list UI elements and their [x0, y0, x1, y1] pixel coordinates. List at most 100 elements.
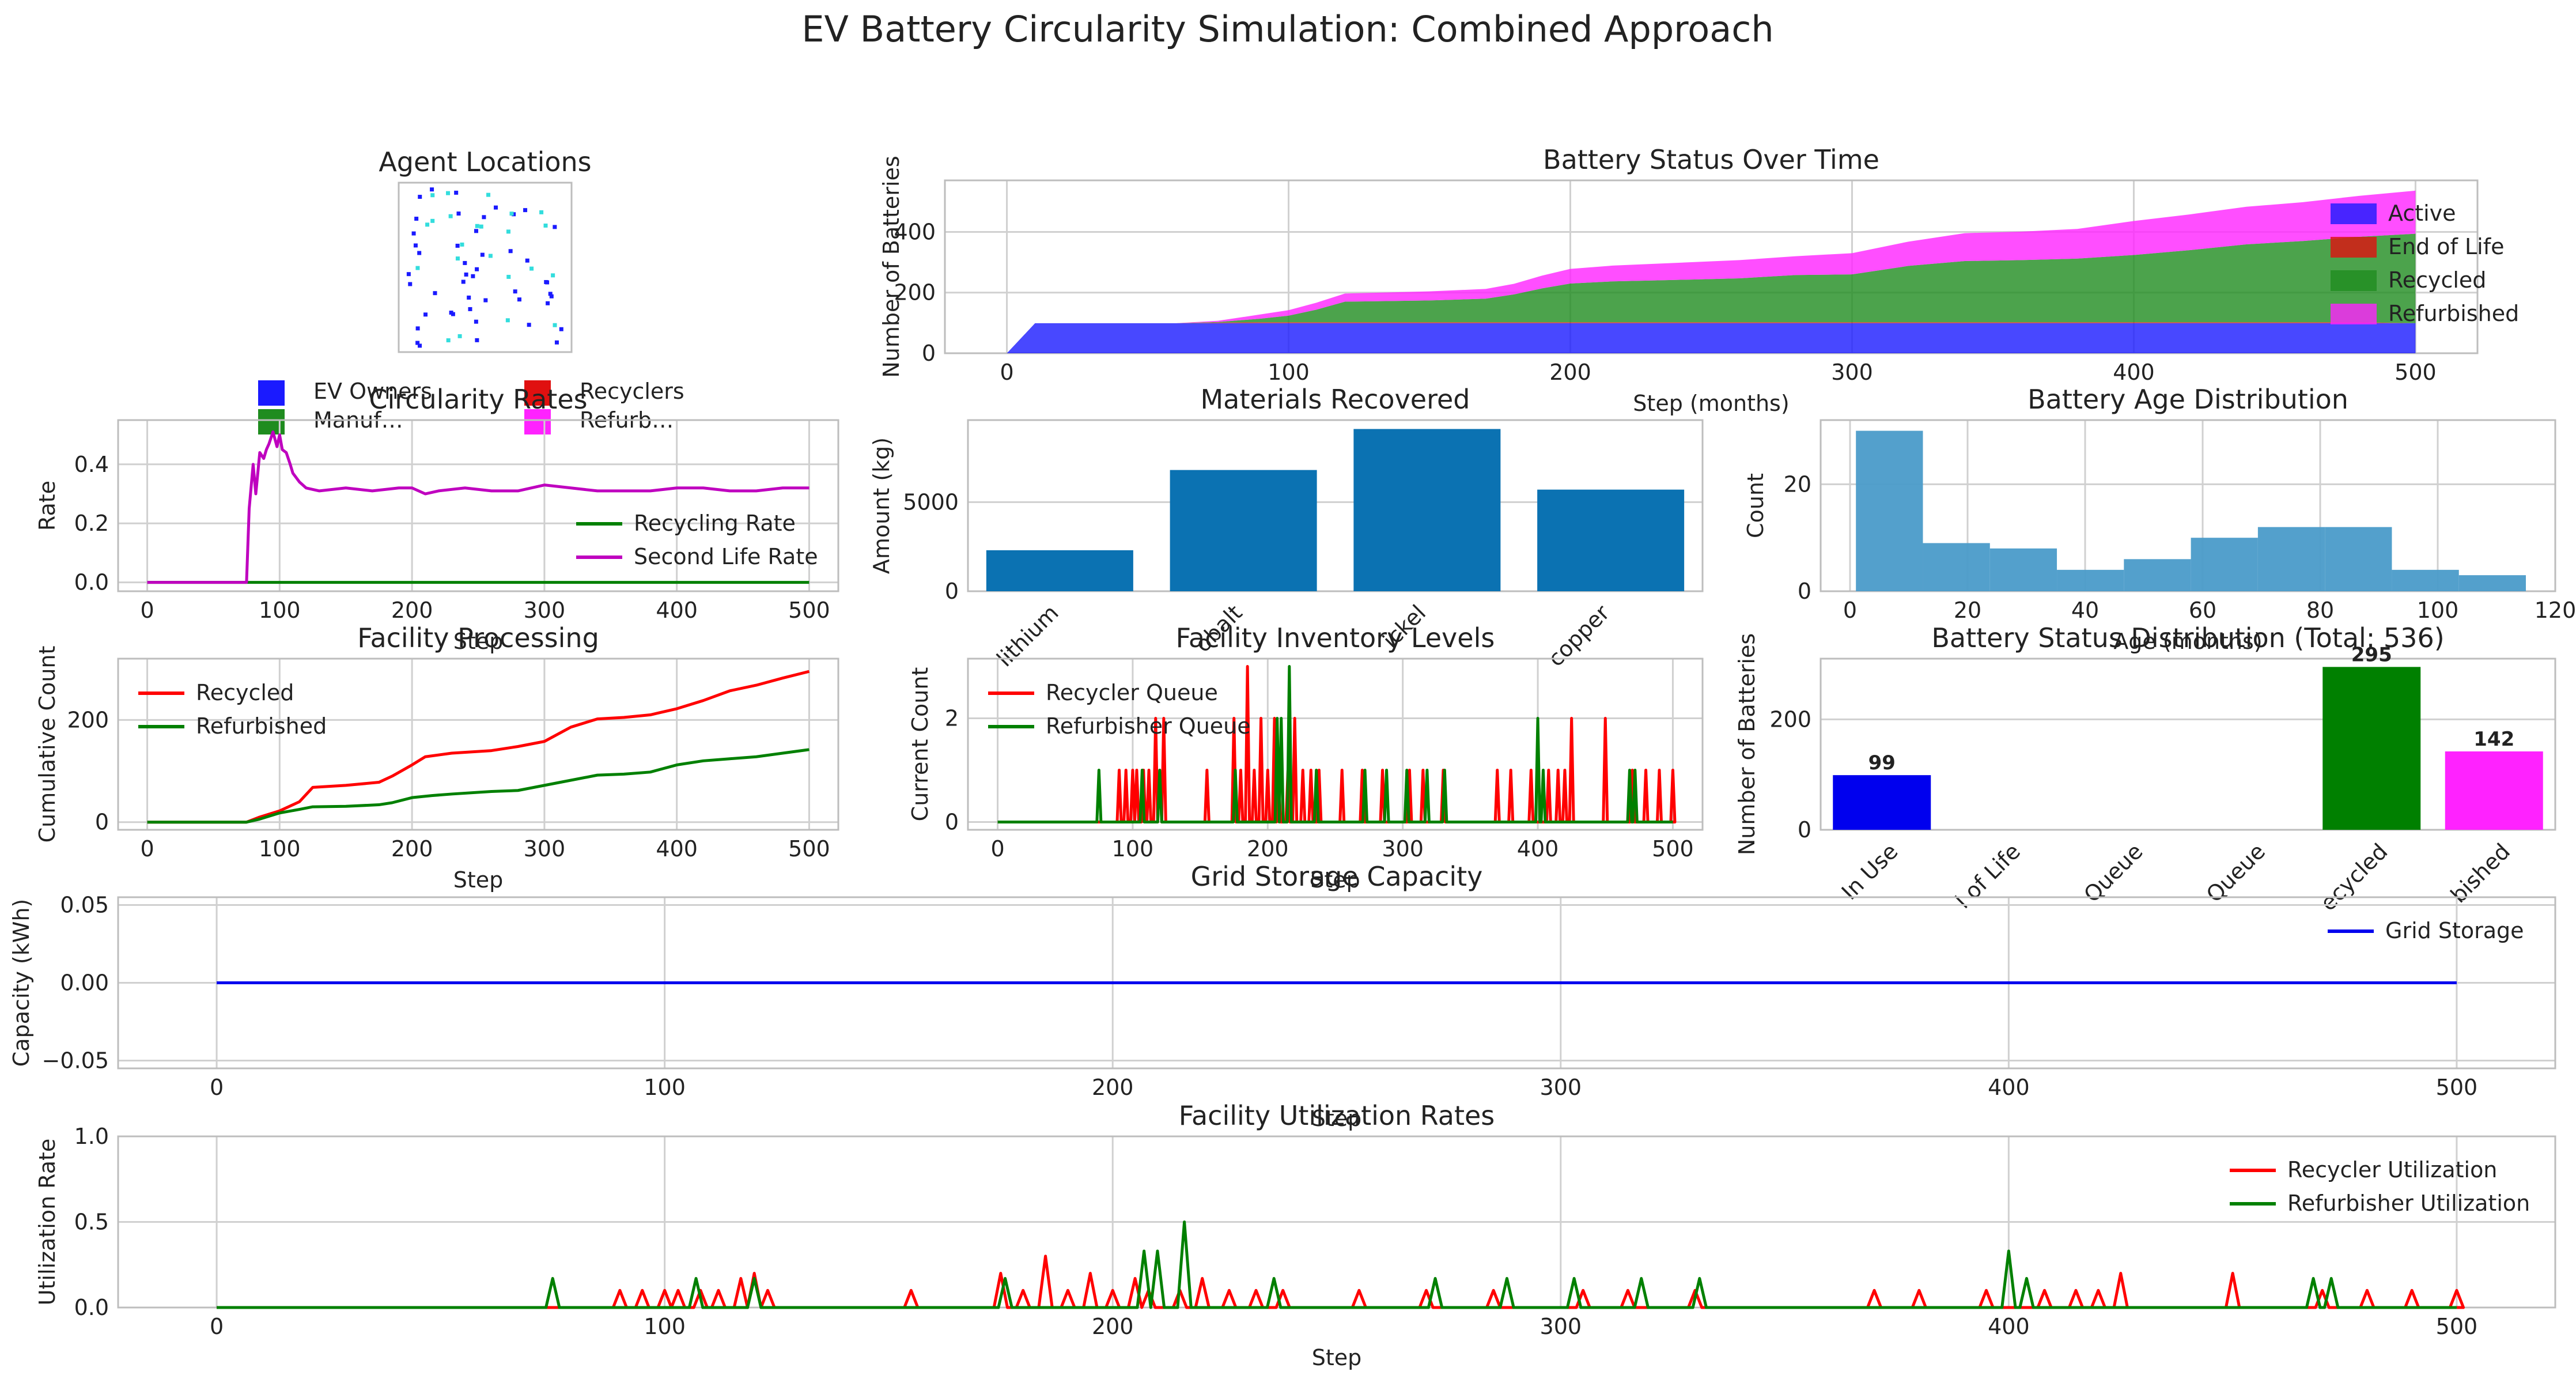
series-line-second-life-rate [147, 430, 810, 584]
y-axis-label: Rate [35, 481, 60, 531]
x-tick-label: 200 [1092, 1075, 1134, 1100]
x-tick-label: 400 [656, 598, 698, 623]
y-tick-label: 0 [945, 579, 959, 604]
x-tick-label: 100 [644, 1075, 686, 1100]
agent-marker [525, 258, 529, 263]
agent-marker [554, 340, 559, 345]
x-tick-label: 300 [524, 598, 566, 623]
agent-marker [474, 319, 478, 324]
y-tick-label: 400 [894, 219, 936, 244]
agent-marker [486, 192, 491, 197]
plot-frame [398, 182, 573, 353]
x-tick-label: 400 [2113, 360, 2155, 385]
agent-marker [457, 334, 462, 338]
bar-lithium [986, 550, 1133, 591]
legend-label: Recyclers [580, 379, 684, 404]
series-line-refurbished [147, 748, 810, 824]
agent-marker [475, 224, 479, 228]
y-tick-label: 0.4 [74, 452, 109, 477]
x-tick-label: 0 [990, 836, 1004, 861]
agent-marker [467, 295, 471, 300]
agent-marker [460, 242, 464, 247]
agent-marker [527, 323, 531, 327]
histogram-bar [2057, 569, 2124, 591]
y-axis-label: Capacity (kWh) [9, 899, 34, 1067]
x-tick-label: 100 [259, 836, 301, 861]
legend: Recycling Rate Second Life Rate [576, 511, 818, 569]
agent-marker [529, 266, 534, 271]
agent-marker [539, 210, 544, 214]
x-tick-label: 0 [210, 1314, 224, 1339]
agent-marker [463, 260, 467, 265]
x-tick-label: 500 [2395, 360, 2437, 385]
x-tick-label: 300 [1831, 360, 1873, 385]
agent-marker [509, 211, 514, 216]
histogram-bar [2191, 538, 2258, 591]
histogram-bar [1989, 548, 2057, 591]
histogram-bar [2458, 575, 2526, 591]
y-tick-label: 0.0 [74, 1295, 109, 1320]
legend-label: Refurbished [2388, 301, 2519, 326]
agent-marker [549, 294, 554, 298]
legend-label: End of Life [2388, 234, 2505, 259]
y-tick-label: 0.00 [60, 970, 109, 996]
panel-title: Battery Status Distribution (Total: 536) [1931, 622, 2444, 653]
legend-label: EV Owners [313, 379, 432, 404]
series-line-recycled [147, 670, 810, 824]
x-tick-label: 200 [1092, 1314, 1134, 1339]
legend-label: Recycler Queue [1046, 680, 1218, 705]
plot-frame [117, 896, 2556, 1070]
legend-swatch [2331, 237, 2377, 258]
legend: Active End of Life Recycled Refurbished [2331, 201, 2519, 326]
y-tick-label: 200 [67, 707, 109, 732]
agent-marker [411, 231, 416, 236]
agent-marker [474, 229, 479, 233]
figure-title: EV Battery Circularity Simulation: Combi… [801, 8, 1773, 50]
agent-marker [553, 225, 557, 229]
x-tick-label: 500 [1652, 836, 1694, 861]
agent-marker [455, 256, 460, 261]
x-axis-label: Step [453, 867, 504, 893]
x-tick-label: 300 [524, 836, 566, 861]
y-tick-label: 1.0 [74, 1124, 109, 1149]
legend: Recycled Refurbished [138, 680, 327, 739]
x-tick-label: 80 [2306, 598, 2334, 623]
agent-marker [461, 279, 466, 284]
histogram-bar [2392, 569, 2459, 591]
y-axis-label: Count [1743, 473, 1768, 538]
agent-marker [415, 326, 420, 331]
y-tick-label: 20 [1784, 471, 1811, 497]
agent-marker [508, 249, 513, 254]
x-tick-label: 0 [140, 598, 154, 623]
y-tick-label: 0 [95, 810, 109, 835]
agent-marker [423, 312, 428, 317]
x-tick-label: 200 [391, 598, 433, 623]
bar-refurbished [2445, 751, 2543, 830]
agent-marker [464, 272, 468, 277]
agent-marker [430, 193, 435, 198]
x-tick-label: 200 [391, 836, 433, 861]
x-tick-label: 100 [644, 1314, 686, 1339]
legend: Recycler Queue Refurbisher Queue [988, 680, 1251, 739]
agent-marker [494, 205, 498, 210]
agent-marker [551, 273, 555, 278]
plot-frame [967, 419, 1704, 592]
legend-swatch [258, 409, 285, 434]
agent-marker [471, 274, 475, 278]
panel-title: Grid Storage Capacity [1191, 861, 1483, 892]
x-axis-label: Step (months) [1633, 391, 1789, 416]
agent-marker [553, 323, 557, 327]
agent-marker [425, 222, 430, 227]
agent-marker [546, 301, 550, 305]
y-tick-label: 5000 [903, 489, 959, 515]
grid-storage-panel: 0 100 200 300 400 500 −0.05 0.00 0.05 Grid Storag… [9, 861, 2556, 1131]
agent-marker [415, 266, 420, 270]
agent-marker [482, 215, 486, 220]
y-tick-label: 0 [945, 810, 959, 835]
area-recycled [1007, 233, 2416, 353]
panel-title: Battery Status Over Time [1543, 144, 1879, 175]
agent-marker [548, 292, 553, 296]
legend-label: Recycler Utilization [2287, 1157, 2497, 1182]
agent-marker [517, 297, 521, 302]
